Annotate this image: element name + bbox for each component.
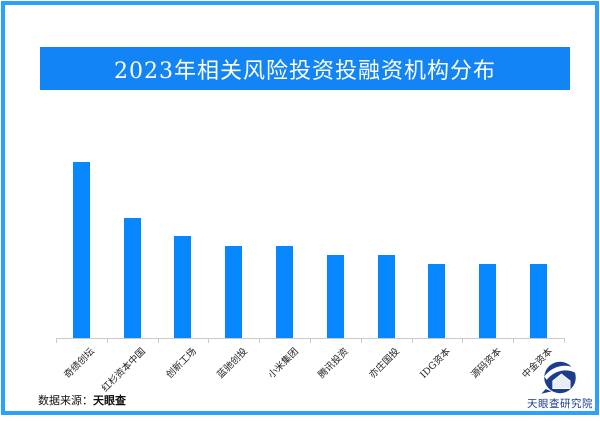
chart-title-banner: 2023年相关风险投资投融资机构分布: [40, 47, 570, 90]
x-axis-tick: [259, 339, 260, 343]
bar-chart: [56, 162, 564, 338]
data-source-value: 天眼查: [93, 394, 126, 407]
bar-亦庄国投: [378, 255, 395, 338]
bar-slot: [513, 162, 564, 338]
x-axis-tick: [462, 339, 463, 343]
x-axis-tick: [361, 339, 362, 343]
bar-slot: [412, 162, 463, 338]
x-axis-tick: [310, 339, 311, 343]
x-axis-tick: [158, 339, 159, 343]
bar-源码资本: [479, 264, 496, 338]
bar-红杉资本中国: [124, 218, 141, 338]
bar-小米集团: [276, 246, 293, 339]
bar-slot: [310, 162, 361, 338]
bar-slot: [56, 162, 107, 338]
bar-slot: [462, 162, 513, 338]
bar-腾讯投资: [327, 255, 344, 338]
bar-slot: [361, 162, 412, 338]
tianyancha-logo-icon: [539, 360, 581, 395]
bar-中金资本: [530, 264, 547, 338]
bar-slot: [259, 162, 310, 338]
bar-slot: [158, 162, 209, 338]
x-axis-tick: [107, 339, 108, 343]
x-axis-tick: [412, 339, 413, 343]
branding-text: 天眼查研究院: [518, 396, 600, 411]
x-axis-tick: [208, 339, 209, 343]
branding: 天眼查研究院: [518, 360, 600, 411]
x-axis-tick: [564, 339, 565, 343]
bar-蓝驰创投: [225, 246, 242, 339]
bar-奇绩创坛: [73, 162, 90, 338]
data-source-label: 数据来源：: [38, 394, 93, 407]
data-source: 数据来源：天眼查: [38, 392, 126, 408]
bar-IDG资本: [428, 264, 445, 338]
x-axis-tick: [56, 339, 57, 343]
bar-slot: [208, 162, 259, 338]
bar-创新工场: [174, 236, 191, 338]
x-axis-tick: [513, 339, 514, 343]
chart-title: 2023年相关风险投资投融资机构分布: [114, 53, 496, 85]
bar-slot: [107, 162, 158, 338]
